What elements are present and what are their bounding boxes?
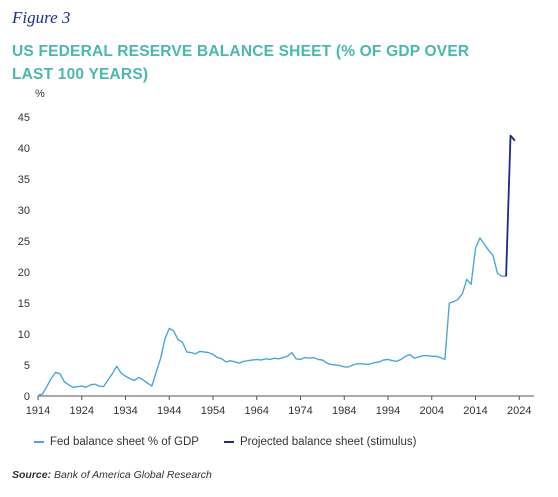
legend-swatch-fed [34,441,44,443]
y-tick-label: 20 [18,267,30,279]
y-axis-unit-label: % [35,88,45,100]
x-tick-label: 2024 [507,405,531,417]
x-tick-label: 1924 [70,405,94,417]
x-tick-label: 2014 [463,405,487,417]
legend: Fed balance sheet % of GDP Projected bal… [0,436,558,456]
x-tick-label: 1934 [113,405,137,417]
y-tick-label: 0 [24,391,30,403]
x-tick-label: 1994 [376,405,400,417]
x-tick-label: 1974 [288,405,312,417]
legend-swatch-projected [224,441,234,443]
y-tick-label: 10 [18,329,30,341]
source-text: Bank of America Global Research [54,469,212,481]
y-tick-label: 40 [18,143,30,155]
source-note: Source: Bank of America Global Research [12,469,212,481]
x-tick-label: 1944 [157,405,181,417]
x-tick-label: 1984 [332,405,356,417]
x-tick-label: 1914 [26,405,50,417]
series-line-fed-balance-sheet [37,237,507,397]
legend-label-projected: Projected balance sheet (stimulus) [240,436,417,448]
figure-label: Figure 3 [12,8,71,27]
series-line-projected-balance-sheet [505,134,516,277]
x-tick-label: 1954 [201,405,225,417]
y-tick-label: 30 [18,205,30,217]
y-tick-label: 5 [24,360,30,372]
y-tick-label: 15 [18,298,30,310]
x-tick-label: 1964 [245,405,269,417]
y-tick-label: 45 [18,112,30,124]
x-tick-label: 2004 [420,405,444,417]
legend-item-fed: Fed balance sheet % of GDP [34,436,199,448]
source-label: Source: [12,469,52,481]
legend-item-projected: Projected balance sheet (stimulus) [224,436,416,448]
y-tick-label: 25 [18,236,30,248]
y-tick-label: 35 [18,174,30,186]
chart-title: US FEDERAL RESERVE BALANCE SHEET (% OF G… [12,43,470,83]
legend-label-fed: Fed balance sheet % of GDP [50,436,199,448]
